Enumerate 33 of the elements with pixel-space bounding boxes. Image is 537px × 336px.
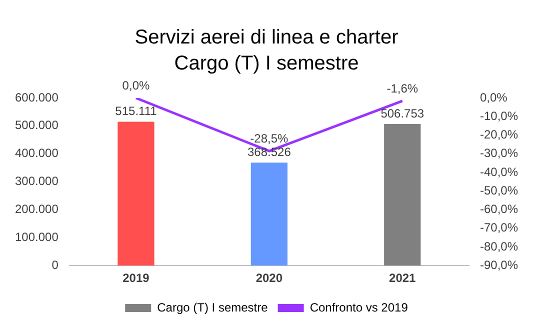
x-tick-label: 2020 (256, 271, 283, 286)
y2-tick-label: -30,0% (480, 146, 518, 160)
y-tick-label: 400.000 (14, 146, 59, 160)
y2-tick-label: -80,0% (480, 239, 518, 254)
chart-subtitle: Cargo (T) I semestre (174, 52, 359, 75)
legend-label: Cargo (T) I semestre (157, 300, 268, 314)
y-tick-label: 300.000 (14, 174, 59, 188)
y2-tick-label: -10,0% (480, 108, 518, 123)
data-label: 0,0% (122, 78, 150, 92)
bar (384, 124, 421, 266)
y-tick-label: 500.000 (14, 118, 59, 132)
bar (118, 122, 154, 266)
y-tick-label: 0 (52, 258, 59, 272)
data-label: 506.753 (380, 106, 424, 120)
data-label: -28,5% (250, 131, 289, 146)
x-tick-label: 2019 (122, 271, 150, 286)
y2-tick-label: -40,0% (480, 164, 518, 179)
y-tick-label: 600.000 (14, 90, 59, 104)
y-tick-label: 100.000 (14, 230, 59, 244)
bar (250, 162, 288, 266)
data-label: -1,6% (386, 81, 418, 96)
y2-tick-label: -70,0% (480, 220, 518, 235)
y2-tick-label: 0,0% (480, 90, 508, 104)
chart-title: Servizi aerei di linea e charter (134, 26, 399, 49)
y2-tick-label: -90,0% (480, 258, 518, 272)
legend-label: Confronto vs 2019 (310, 300, 408, 314)
y2-tick-label: -60,0% (480, 202, 518, 216)
data-label: 368.526 (247, 144, 292, 159)
y-tick-label: 200.000 (14, 202, 59, 216)
data-label: 515.111 (115, 104, 158, 118)
x-tick-label: 2021 (389, 271, 416, 286)
y2-tick-label: -20,0% (480, 128, 518, 142)
y2-tick-label: -50,0% (480, 183, 518, 198)
